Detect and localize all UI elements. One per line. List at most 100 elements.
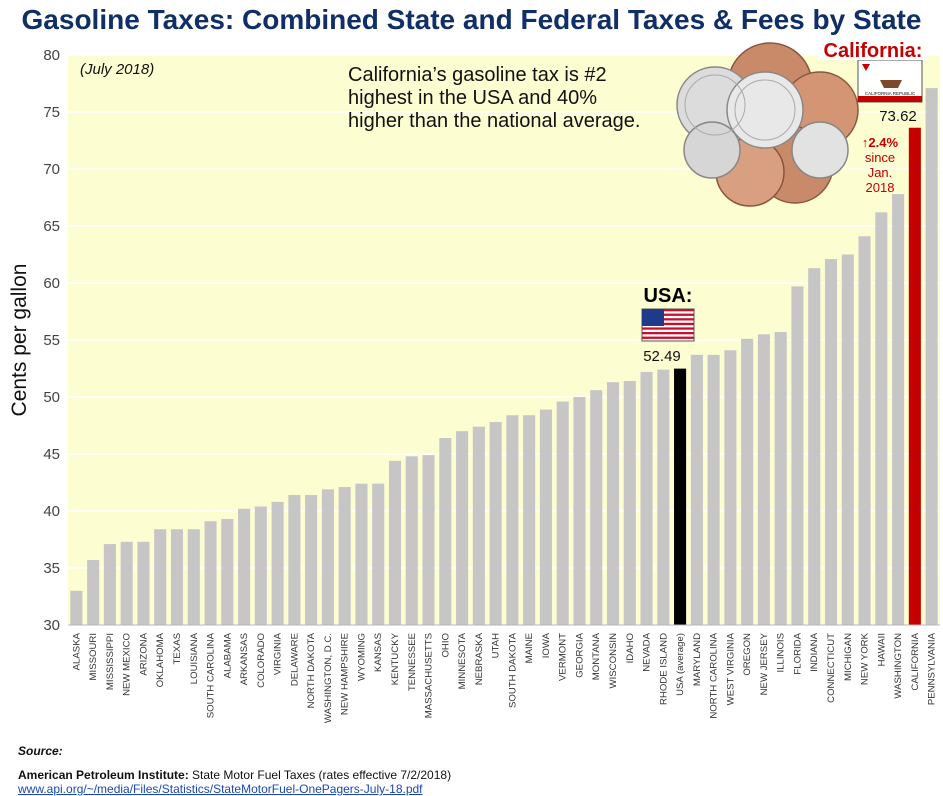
usa-value-label: 52.49 bbox=[643, 348, 681, 365]
california-flag-icon: CALIFORNIA REPUBLIC bbox=[857, 59, 923, 103]
california-label: California: bbox=[824, 40, 923, 62]
y-axis-label: Cents per gallon bbox=[8, 264, 31, 417]
x-tick-label: NEW MEXICO bbox=[122, 633, 133, 696]
x-tick-label: GEORGIA bbox=[574, 632, 585, 677]
x-axis: ALASKA MISSOURI MISSISSIPPI NEW MEXICO ARIZO… bbox=[71, 632, 937, 723]
bar bbox=[623, 381, 636, 625]
x-tick-label: FLORIDA bbox=[792, 632, 803, 674]
bar bbox=[657, 369, 670, 625]
x-tick-label: KANSAS bbox=[373, 633, 384, 672]
bar bbox=[858, 236, 871, 625]
source-note: Source: American Petroleum Institute: St… bbox=[18, 744, 451, 796]
bar bbox=[221, 518, 234, 625]
bar bbox=[422, 455, 435, 625]
bar bbox=[238, 508, 251, 625]
bar bbox=[925, 88, 938, 625]
x-tick-label: NEBRASKA bbox=[474, 632, 485, 685]
headline-line-1: California’s gasoline tax is #2 bbox=[348, 64, 607, 86]
bar bbox=[154, 529, 167, 625]
y-tick-label: 70 bbox=[43, 161, 60, 178]
x-tick-label: COLORADO bbox=[256, 633, 267, 688]
bar bbox=[556, 401, 569, 625]
x-tick-label: MINNESOTA bbox=[457, 632, 468, 689]
bar bbox=[539, 409, 552, 625]
bar bbox=[103, 544, 116, 625]
california-since-1: since bbox=[865, 150, 895, 165]
x-tick-label: ALABAMA bbox=[222, 632, 233, 678]
bar bbox=[808, 268, 821, 625]
bar bbox=[506, 415, 519, 625]
x-tick-label: OHIO bbox=[440, 633, 451, 658]
bar bbox=[170, 529, 184, 625]
x-tick-label: NEW YORK bbox=[860, 632, 871, 685]
bar bbox=[640, 371, 653, 625]
bar bbox=[841, 254, 854, 625]
x-tick-label: ALASKA bbox=[71, 632, 82, 670]
bar bbox=[908, 127, 921, 626]
bar bbox=[741, 338, 754, 625]
x-tick-label: IDAHO bbox=[625, 633, 636, 663]
y-tick-label: 40 bbox=[43, 503, 60, 520]
x-tick-label: VIRGINIA bbox=[273, 632, 284, 675]
bar bbox=[875, 212, 888, 625]
bar bbox=[321, 489, 334, 625]
bar bbox=[355, 483, 368, 625]
source-line: American Petroleum Institute: State Moto… bbox=[18, 768, 451, 782]
bar bbox=[372, 483, 385, 625]
us-flag-icon bbox=[641, 308, 695, 342]
y-tick-label: 60 bbox=[43, 275, 60, 292]
bar bbox=[254, 506, 267, 625]
x-tick-label: WEST VIRGINIA bbox=[725, 632, 736, 705]
bar bbox=[439, 438, 452, 625]
x-tick-label: SOUTH DAKOTA bbox=[507, 632, 518, 708]
bar bbox=[405, 456, 418, 625]
source-heading: Source: bbox=[18, 744, 63, 758]
chart-subtitle: (July 2018) bbox=[80, 61, 154, 78]
california-since-2: Jan. bbox=[868, 165, 893, 180]
x-tick-label: ILLINOIS bbox=[776, 633, 787, 672]
bar bbox=[472, 426, 485, 625]
x-tick-label: INDIANA bbox=[809, 632, 820, 672]
bar bbox=[674, 368, 687, 625]
bar bbox=[120, 541, 133, 625]
bar bbox=[523, 415, 536, 625]
x-tick-label: WISCONSIN bbox=[608, 633, 619, 689]
bar bbox=[573, 397, 586, 625]
bar bbox=[724, 350, 737, 625]
source-link[interactable]: www.api.org/~/media/Files/Statistics/Sta… bbox=[18, 782, 423, 796]
flag-text: CALIFORNIA REPUBLIC bbox=[865, 91, 916, 96]
x-tick-label: RHODE ISLAND bbox=[658, 633, 669, 705]
source-desc: State Motor Fuel Taxes (rates effective … bbox=[188, 768, 452, 782]
x-tick-label: TENNESSEE bbox=[407, 633, 418, 691]
bar bbox=[892, 194, 905, 625]
x-tick-label: NORTH CAROLINA bbox=[709, 632, 720, 718]
x-tick-label: ARIZONA bbox=[138, 632, 149, 675]
bar bbox=[824, 259, 838, 625]
x-tick-label: NORTH DAKOTA bbox=[306, 632, 317, 708]
usa-label: USA: bbox=[644, 285, 693, 307]
x-tick-label: VERMONT bbox=[558, 633, 569, 681]
bar bbox=[338, 487, 351, 625]
bar bbox=[690, 354, 703, 625]
x-tick-label: MICHIGAN bbox=[843, 633, 854, 681]
california-value-label: 73.62 bbox=[879, 108, 917, 125]
x-tick-label: TEXAS bbox=[172, 633, 183, 664]
x-tick-label: CALIFORNIA bbox=[910, 632, 921, 690]
bar bbox=[305, 495, 318, 625]
x-tick-label: UTAH bbox=[491, 633, 502, 658]
x-tick-label: NEW JERSEY bbox=[759, 632, 770, 695]
x-tick-label: OREGON bbox=[742, 633, 753, 676]
x-tick-label: USA (average) bbox=[675, 633, 686, 696]
source-org: American Petroleum Institute: bbox=[18, 768, 189, 782]
y-tick-label: 30 bbox=[43, 617, 60, 634]
bar bbox=[288, 495, 301, 625]
x-tick-label: SOUTH CAROLINA bbox=[206, 632, 217, 718]
bar bbox=[456, 431, 469, 625]
bar bbox=[606, 382, 620, 625]
y-tick-label: 55 bbox=[43, 332, 60, 349]
x-tick-label: WYOMING bbox=[356, 633, 367, 681]
bar bbox=[707, 354, 720, 625]
x-tick-label: NEVADA bbox=[642, 632, 653, 671]
x-tick-label: CONNECTICUT bbox=[826, 633, 837, 703]
